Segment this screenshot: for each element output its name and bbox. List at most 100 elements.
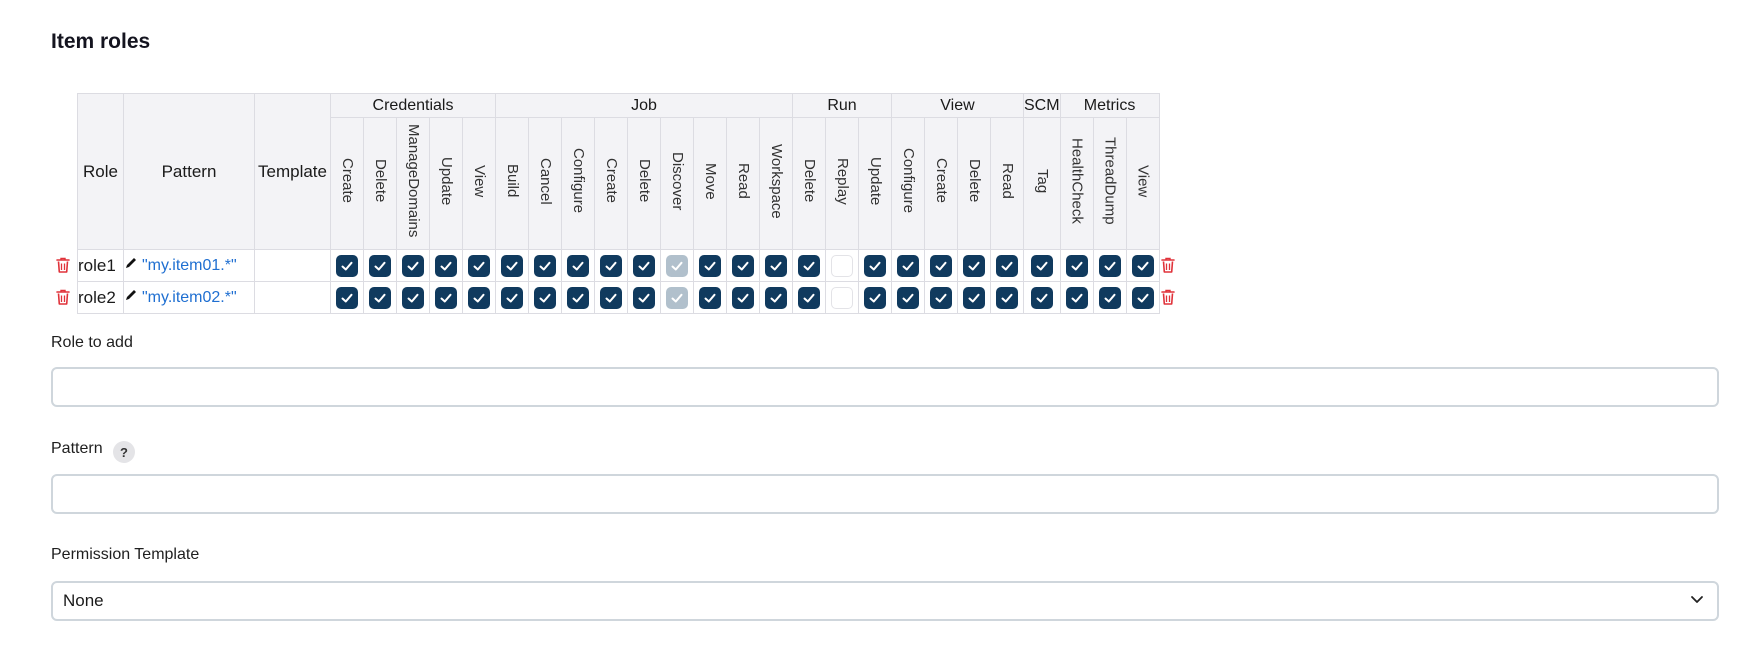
permission-checkbox[interactable] <box>930 286 952 309</box>
permission-checkbox[interactable] <box>798 254 820 277</box>
permission-label: Cancel <box>537 157 554 205</box>
checkmark-icon <box>1103 291 1117 305</box>
permission-checkbox[interactable] <box>963 286 985 309</box>
checkmark-icon <box>505 259 519 273</box>
permission-checkbox[interactable] <box>435 286 457 309</box>
permission-checkbox[interactable] <box>765 286 787 309</box>
permission-checkbox[interactable] <box>534 286 556 309</box>
permission-label: ThreadDump <box>1101 137 1119 225</box>
permission-checkbox[interactable] <box>534 254 556 277</box>
permission-checkbox[interactable] <box>369 254 391 277</box>
permission-checkbox[interactable] <box>369 286 391 309</box>
permission-checkbox[interactable] <box>963 254 985 277</box>
role-to-add-input[interactable] <box>51 367 1719 407</box>
pattern-link[interactable]: "my.item01.*" <box>142 256 237 274</box>
permission-header-credentials-create: Create <box>330 117 364 250</box>
permission-checkbox[interactable] <box>567 286 589 309</box>
permission-checkbox[interactable] <box>831 254 853 277</box>
checkmark-icon <box>373 259 387 273</box>
help-icon[interactable]: ? <box>113 441 135 463</box>
trash-icon[interactable] <box>55 288 71 306</box>
permission-checkbox[interactable] <box>468 254 490 277</box>
permission-checkbox[interactable] <box>996 254 1018 277</box>
permission-checkbox[interactable] <box>1098 254 1121 277</box>
permission-label: Delete <box>966 159 983 203</box>
permission-checkbox[interactable] <box>732 254 754 277</box>
permission-checkbox[interactable] <box>798 286 820 309</box>
trash-icon[interactable] <box>55 256 71 274</box>
permission-cell <box>1125 249 1160 282</box>
checkmark-icon <box>769 291 783 305</box>
permission-checkbox[interactable] <box>633 286 655 309</box>
permission-checkbox[interactable] <box>1131 286 1154 309</box>
trash-icon[interactable] <box>1160 256 1176 274</box>
permission-header-scm-tag: Tag <box>1023 117 1061 250</box>
permission-checkbox[interactable] <box>567 254 589 277</box>
permission-checkbox[interactable] <box>435 254 457 277</box>
permission-checkbox[interactable] <box>732 286 754 309</box>
pencil-icon[interactable] <box>124 288 138 307</box>
permission-label: Configure <box>900 148 917 214</box>
permission-checkbox[interactable] <box>600 286 622 309</box>
permission-cell <box>1023 249 1061 282</box>
pattern-link[interactable]: "my.item02.*" <box>142 288 237 306</box>
permission-checkbox[interactable] <box>501 286 523 309</box>
permission-checkbox[interactable] <box>1030 254 1053 277</box>
permission-cell <box>1059 281 1094 314</box>
permission-checkbox[interactable] <box>336 286 358 309</box>
checkmark-icon <box>604 291 618 305</box>
permission-label: Tag <box>1033 168 1051 194</box>
permission-template-value: None <box>63 591 104 610</box>
permission-checkbox[interactable] <box>996 286 1018 309</box>
permission-checkbox[interactable] <box>600 254 622 277</box>
permission-checkbox[interactable] <box>699 254 721 277</box>
permission-label: Delete <box>636 159 653 203</box>
pattern-input[interactable] <box>51 474 1719 514</box>
checkmark-icon <box>736 259 750 273</box>
pattern-column-header: Pattern <box>123 93 255 250</box>
permission-checkbox[interactable] <box>468 286 490 309</box>
chevron-down-icon <box>1689 591 1705 612</box>
permission-cell <box>627 249 661 282</box>
permission-cell <box>396 281 430 314</box>
permission-checkbox[interactable] <box>897 286 919 309</box>
permission-template-select[interactable]: None <box>51 581 1719 621</box>
checkmark-icon <box>1103 259 1117 273</box>
permission-header-view-create: Create <box>924 117 958 250</box>
permission-checkbox[interactable] <box>1131 254 1154 277</box>
permission-cell <box>495 281 529 314</box>
permission-checkbox[interactable] <box>864 286 886 309</box>
permission-checkbox[interactable] <box>1030 286 1053 309</box>
permission-checkbox[interactable] <box>897 254 919 277</box>
permission-header-job-delete: Delete <box>627 117 661 250</box>
group-header-credentials: Credentials <box>330 93 496 118</box>
permission-header-job-build: Build <box>495 117 529 250</box>
permission-label: Workspace <box>768 143 785 219</box>
pattern-label: Pattern <box>51 440 103 457</box>
permission-label: Read <box>735 163 752 199</box>
permission-cell <box>759 281 793 314</box>
item-roles-table: Role Pattern Template Credentials Job Run V… <box>77 93 1160 314</box>
permission-checkbox[interactable] <box>1098 286 1121 309</box>
permission-checkbox[interactable] <box>930 254 952 277</box>
pencil-icon[interactable] <box>124 256 138 275</box>
trash-icon[interactable] <box>1160 288 1176 306</box>
permission-checkbox[interactable] <box>831 286 853 309</box>
permission-checkbox[interactable] <box>1065 286 1088 309</box>
permission-checkbox[interactable] <box>864 254 886 277</box>
permission-cell <box>1059 249 1094 282</box>
permission-checkbox[interactable] <box>699 286 721 309</box>
checkmark-icon <box>868 291 882 305</box>
permission-checkbox[interactable] <box>501 254 523 277</box>
permission-header-run-delete: Delete <box>792 117 826 250</box>
permission-checkbox[interactable] <box>402 286 424 309</box>
permission-checkbox[interactable] <box>633 254 655 277</box>
permission-checkbox[interactable] <box>336 254 358 277</box>
template-cell <box>254 249 331 282</box>
checkmark-icon <box>439 259 453 273</box>
permission-checkbox[interactable] <box>765 254 787 277</box>
permission-cell <box>990 281 1024 314</box>
checkmark-icon <box>670 291 684 305</box>
permission-checkbox[interactable] <box>402 254 424 277</box>
permission-checkbox[interactable] <box>1065 254 1088 277</box>
